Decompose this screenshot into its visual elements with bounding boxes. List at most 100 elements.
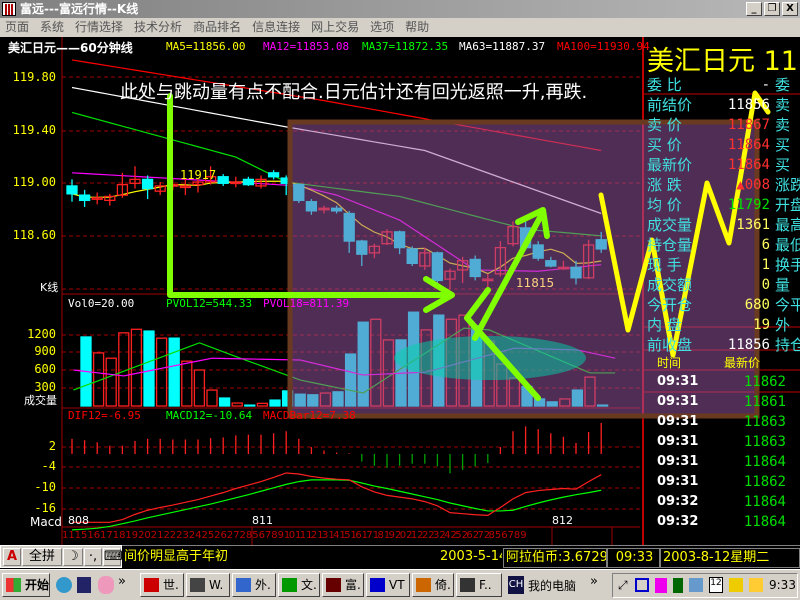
x-date: 808	[68, 514, 89, 527]
tick-price: 11864	[743, 454, 786, 470]
title-bar: 富远---富远行情--K线	[0, 0, 800, 18]
quote-side-label: 持仓	[775, 336, 800, 354]
keyboard-icon[interactable]: ⌨	[103, 548, 123, 566]
quote-side-label: 委	[775, 76, 791, 94]
quote-title: 美汇日元 11	[647, 46, 798, 77]
menu-ranking[interactable]: 商品排名	[193, 20, 242, 34]
restore-button[interactable]: ❐	[764, 2, 780, 16]
language-indicator[interactable]: CH	[508, 576, 524, 594]
volume-bar	[244, 404, 256, 407]
taskbar-item-label: 外.	[255, 578, 271, 592]
taskbar-item-label: 文.	[301, 578, 317, 592]
desktop-icon[interactable]	[77, 577, 91, 593]
tick-row: 09:31 11862	[643, 472, 800, 492]
quote-side-label: 外	[775, 316, 791, 334]
vol-y-tick: 600	[34, 362, 56, 376]
macd-y-tick: 2	[48, 439, 56, 453]
resize-icon[interactable]: ⤢	[618, 578, 628, 592]
dif-line	[72, 472, 602, 523]
volume-bar	[218, 397, 231, 407]
tick-price: 11863	[743, 434, 786, 450]
menu-info[interactable]: 信息连接	[252, 20, 301, 34]
ime-mode-button[interactable]: A	[3, 548, 21, 566]
vol-y-tick: 1200	[27, 327, 56, 341]
kline-panel-label: K线	[40, 281, 59, 294]
tick-time: 09:31	[657, 414, 699, 429]
tick-price: 11862	[743, 374, 786, 390]
taskbar-item[interactable]: 倚.	[412, 573, 454, 597]
menu-trade[interactable]: 网上交易	[311, 20, 360, 34]
taskbar-item[interactable]: 世.	[140, 573, 184, 597]
quote-row: 买 价 11864 买	[643, 135, 800, 155]
taskbar-item[interactable]: W.	[186, 573, 230, 597]
volume-bar	[181, 360, 193, 407]
menu-system[interactable]: 系统	[40, 20, 65, 34]
taskbar-item[interactable]: 外.	[232, 573, 276, 597]
low-marker: 11815	[516, 276, 555, 290]
menu-help[interactable]: 帮助	[405, 20, 430, 34]
ticks-price-header: 最新价	[723, 356, 760, 370]
tick-time: 09:31	[657, 394, 699, 409]
candle-body	[242, 178, 255, 186]
quote-row: 最新价 11864 买	[643, 155, 800, 175]
kline-chart[interactable]	[0, 0, 800, 545]
tick-time: 09:31	[657, 454, 699, 469]
close-button[interactable]: X	[782, 2, 798, 16]
taskbar-item[interactable]: 富.	[322, 573, 364, 597]
candle-body	[78, 194, 91, 202]
news-ticker: 间价明显高于年初	[124, 549, 229, 564]
tick-time: 09:32	[657, 494, 699, 509]
quote-panel: 美汇日元 11 委 比 - 委前结价 11856 卖卖 价 11867 卖买 价 11864 买…	[643, 37, 800, 545]
candle-body	[204, 176, 217, 183]
tick-row: 09:32 11864	[643, 492, 800, 512]
quote-row: 前结价 11856 卖	[643, 95, 800, 115]
volume-bar	[92, 352, 105, 407]
ime-punct-button[interactable]: ·,	[84, 548, 102, 566]
taskbar-item-label: W.	[209, 578, 224, 592]
quicklaunch-more[interactable]: »	[118, 574, 126, 589]
warning-icon[interactable]	[729, 578, 743, 592]
status-date: 2003-5-14	[440, 549, 502, 564]
pvol18-label: PVOL18=811.39	[263, 297, 350, 310]
clock[interactable]: 9:33	[769, 578, 796, 592]
system-tray: ⤢ 12 9:33	[612, 573, 798, 598]
minimize-button[interactable]: _	[746, 2, 762, 16]
dif-label: DIF12=-6.95	[68, 409, 141, 422]
volume-bar	[193, 369, 206, 407]
avatar-icon[interactable]	[98, 576, 114, 594]
tick-time: 09:31	[657, 434, 699, 449]
network-icon[interactable]	[689, 578, 703, 592]
start-button[interactable]: 开始	[2, 573, 50, 597]
ime-pinyin-button[interactable]: 全拼	[22, 548, 62, 566]
volume-bar	[168, 337, 180, 407]
sun-icon[interactable]	[749, 578, 763, 592]
taskbar-item-label: 富.	[345, 578, 361, 592]
candle-body	[66, 185, 78, 195]
vt-tray-icon[interactable]	[635, 578, 649, 592]
ma100-label: MA100=11930.94	[557, 40, 650, 53]
quote-row: 成交量 1361 最高	[643, 215, 800, 235]
taskbar-item[interactable]: VT	[366, 573, 410, 597]
calendar-icon[interactable]: 12	[709, 577, 723, 593]
taskbar-item[interactable]: F..	[456, 573, 502, 597]
x-date: 811	[252, 514, 273, 527]
macd-y-tick: -16	[34, 501, 56, 515]
ma37-label: MA37=11872.35	[362, 40, 449, 53]
taskbar-item[interactable]: 文.	[278, 573, 320, 597]
menu-page[interactable]: 页面	[5, 20, 30, 34]
help-tray-icon[interactable]	[655, 578, 667, 593]
my-computer-label[interactable]: 我的电脑	[528, 579, 577, 593]
menu-technical[interactable]: 技术分析	[134, 20, 183, 34]
quote-value: 0	[761, 277, 770, 293]
taskbar-more[interactable]: »	[590, 574, 598, 589]
candle-body	[192, 181, 204, 186]
volume-bar	[256, 402, 269, 407]
media-player-icon[interactable]	[56, 577, 72, 593]
menu-options[interactable]: 选项	[370, 20, 395, 34]
menu-quote-select[interactable]: 行情选择	[75, 20, 124, 34]
network-meter-icon[interactable]	[673, 578, 683, 593]
quote-label: 现 手	[647, 256, 682, 274]
quote-side-label: 卖	[775, 96, 791, 114]
y-tick: 119.80	[12, 70, 56, 84]
ime-halfwidth-button[interactable]: ☽	[63, 548, 83, 566]
